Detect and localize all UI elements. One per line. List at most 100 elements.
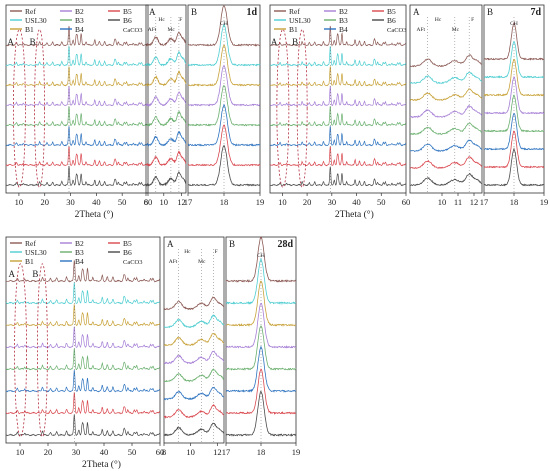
series-line-B1 xyxy=(163,332,225,347)
region-a-label: A xyxy=(9,269,16,279)
series-line-B3 xyxy=(269,105,407,127)
x-tick-label: 20 xyxy=(44,447,53,457)
series-line-B5 xyxy=(5,145,149,167)
series-line-Ref xyxy=(5,26,149,47)
series-line-B5 xyxy=(483,130,545,169)
plot-frame xyxy=(409,4,483,194)
series-line-B5 xyxy=(163,403,225,419)
legend-label: B4 xyxy=(339,25,348,34)
x-tick-label: 19 xyxy=(256,197,265,207)
panel-title: A xyxy=(413,7,420,17)
age-label: 1d xyxy=(246,7,257,18)
series-line-B2 xyxy=(483,76,545,115)
series-line-B4 xyxy=(269,126,407,147)
series-line-Ref xyxy=(269,25,406,47)
series-line-B3 xyxy=(409,122,483,135)
phase-annotation: Hc xyxy=(435,17,442,23)
x-tick-label: 40 xyxy=(100,447,109,457)
series-line-Ref xyxy=(187,5,261,47)
series-line-B5 xyxy=(409,156,483,170)
series-line-Ref xyxy=(145,31,187,47)
phase-annotation: AFt xyxy=(417,27,426,33)
panel-title: A xyxy=(167,239,174,249)
phase-annotation: Hc xyxy=(158,17,165,23)
chart-zoomA-28d: A AFt Hc Mc F 8 10 12 xyxy=(162,236,225,457)
phase-annotation: Mc xyxy=(198,259,206,265)
phase-annotation: Mc xyxy=(452,27,460,33)
region-b-label: B xyxy=(30,37,36,47)
series-line-B6 xyxy=(483,147,544,187)
legend-label: B5 xyxy=(387,7,396,16)
series-line-B4 xyxy=(145,130,187,147)
x-tick-label: 10 xyxy=(15,197,24,207)
series-line-B6 xyxy=(6,414,161,437)
x-tick-label: 8 xyxy=(162,447,166,457)
x-tick-label: 30 xyxy=(72,447,81,457)
series-line-Ref xyxy=(409,54,483,68)
series-line-B6 xyxy=(163,422,225,437)
x-axis-label: 2Theta (°) xyxy=(82,459,121,470)
panel-title: B xyxy=(229,239,235,249)
series-line-USL30 xyxy=(409,71,483,85)
series-line-B6 xyxy=(226,390,297,437)
series-line-B4 xyxy=(484,112,545,151)
legend-label: USL30 xyxy=(25,248,47,257)
plot-frame xyxy=(269,4,407,194)
series-line-B2 xyxy=(188,64,261,107)
x-tick-label: 19 xyxy=(540,197,549,207)
legend-label: B2 xyxy=(339,7,348,16)
x-tick-label: 40 xyxy=(352,197,361,207)
x-tick-label: 60 xyxy=(402,197,411,207)
x-tick-label: 10 xyxy=(278,197,287,207)
series-line-B1 xyxy=(269,66,407,87)
series-line-B1 xyxy=(187,44,261,87)
series-line-B5 xyxy=(145,150,187,167)
series-line-B2 xyxy=(409,105,483,119)
plot-frame xyxy=(145,4,187,194)
legend-label: B4 xyxy=(75,257,84,266)
series-line-B1 xyxy=(483,59,545,97)
x-axis-label: 2Theta (°) xyxy=(75,209,114,220)
phase-annotation: Hc xyxy=(184,249,191,255)
series-line-B3 xyxy=(5,348,161,371)
series-line-B4 xyxy=(5,126,149,147)
plot-frame xyxy=(5,4,149,194)
series-line-B2 xyxy=(163,350,225,365)
region-b-label: B xyxy=(32,269,38,279)
legend-label: B2 xyxy=(75,239,84,248)
legend-label: Ref xyxy=(25,239,36,248)
legend-label: B2 xyxy=(75,7,84,16)
x-axis-label: 2Theta (°) xyxy=(335,209,374,220)
x-tick-label: 40 xyxy=(92,197,101,207)
panel-title: B xyxy=(191,7,197,17)
series-line-B2 xyxy=(225,302,297,349)
region-b-ellipse xyxy=(37,263,48,438)
legend-label: B5 xyxy=(123,7,132,16)
series-line-USL30 xyxy=(5,45,149,67)
phase-annotation: F xyxy=(471,17,474,23)
x-tick-label: 30 xyxy=(66,197,75,207)
series-line-USL30 xyxy=(225,257,297,306)
x-tick-label: 10 xyxy=(186,447,195,457)
series-line-B3 xyxy=(225,325,297,371)
series-line-USL30 xyxy=(187,24,261,67)
legend-label: B1 xyxy=(289,25,298,34)
region-a-ellipse xyxy=(276,29,290,188)
age-label: 28d xyxy=(277,239,293,250)
x-tick-label: 60 xyxy=(156,447,165,457)
series-line-B2 xyxy=(5,85,149,107)
phase-annotation: AFt xyxy=(169,259,178,265)
phase-annotation: CH xyxy=(257,253,265,259)
legend-label: CaCO3 xyxy=(123,27,143,34)
chart-zoomB-28d: B 28d CH 17 18 19 xyxy=(222,236,300,457)
series-line-Ref xyxy=(5,259,161,283)
chart-zoomB-7d: B 7d CH 17 18 19 xyxy=(480,4,549,207)
x-tick-label: 10 xyxy=(438,197,447,207)
legend-label: B6 xyxy=(387,16,396,25)
chart-zoomA-7d: A AFt Hc Mc F 10 11 12 xyxy=(409,4,483,207)
region-a-ellipse xyxy=(14,263,27,438)
series-line-B2 xyxy=(6,326,161,349)
